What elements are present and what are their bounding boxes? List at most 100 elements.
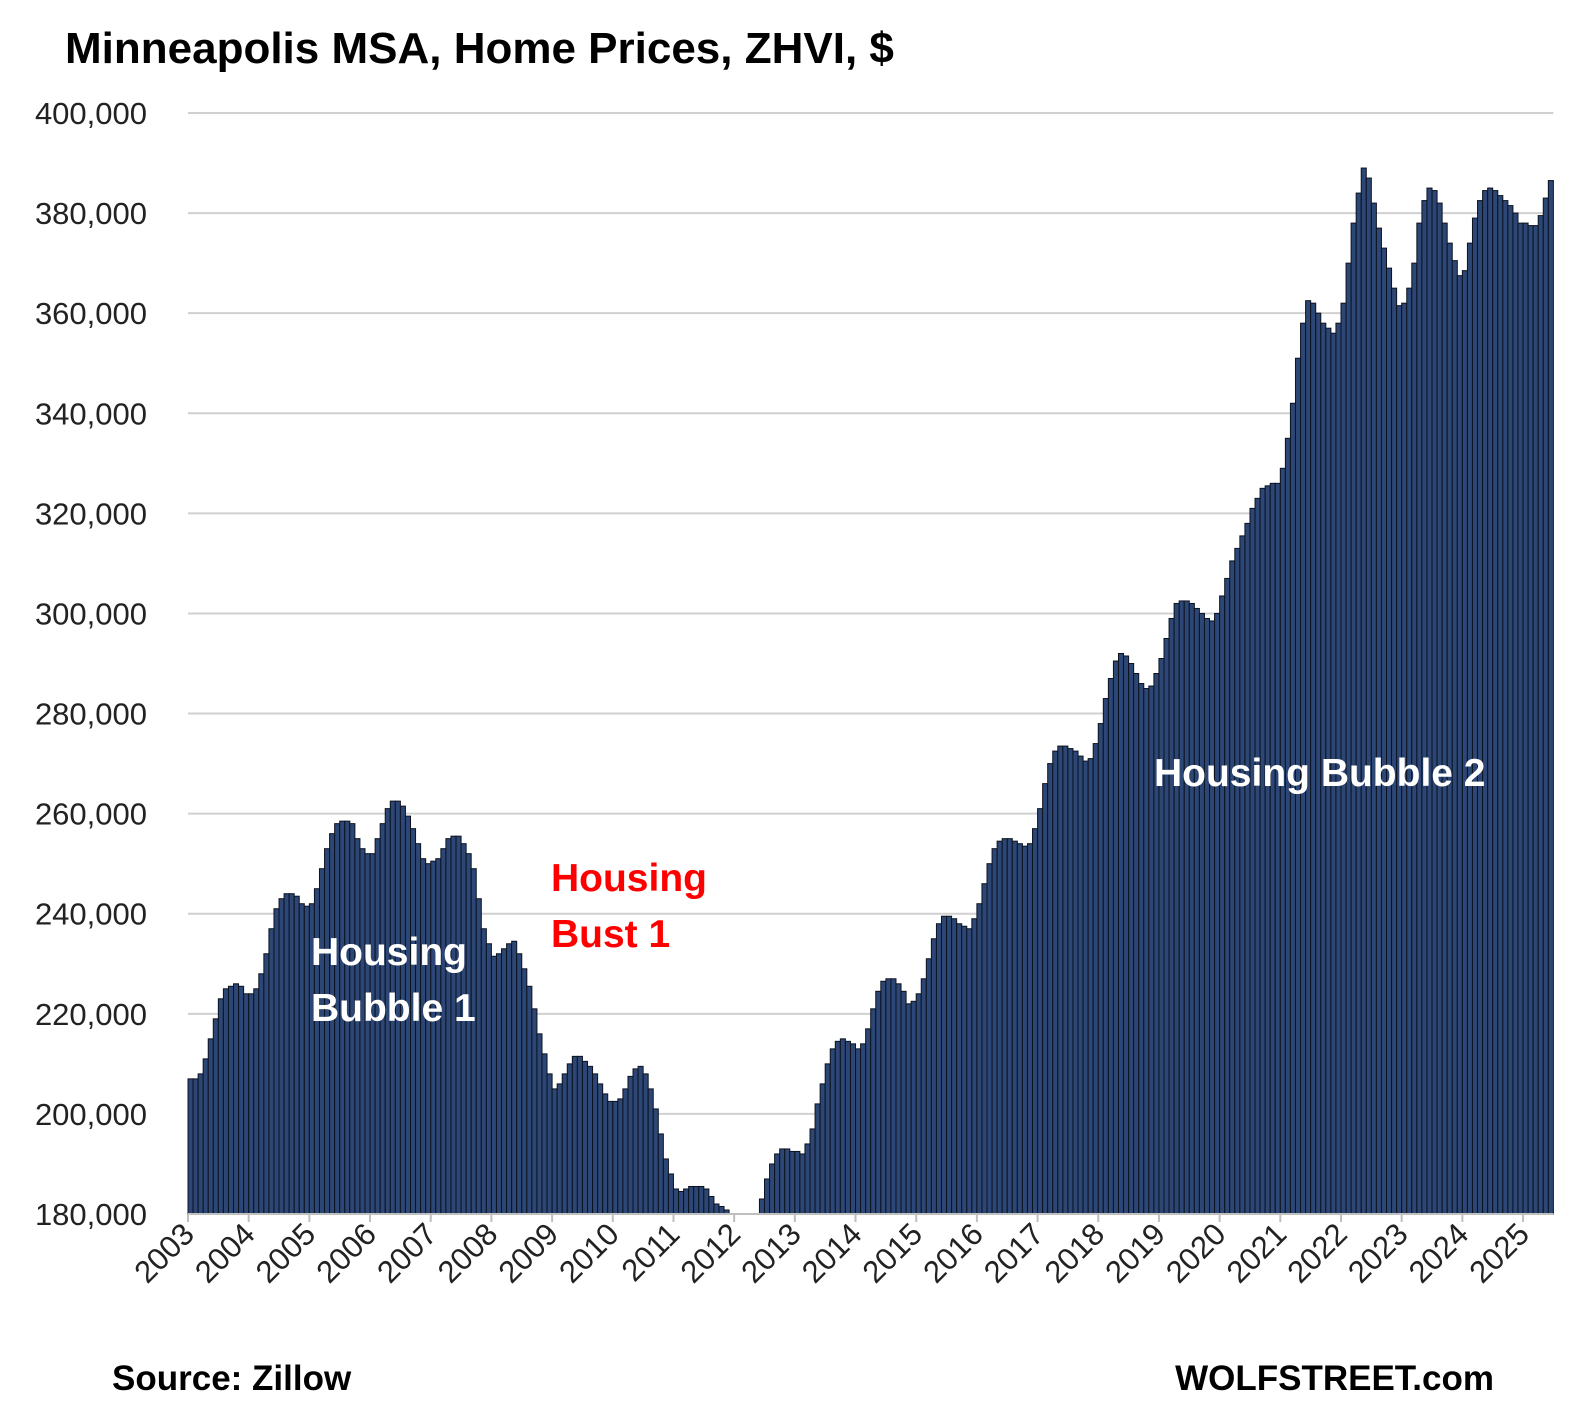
bar [546,1073,553,1215]
bar [860,1043,867,1215]
bar [1512,212,1519,1215]
bar [1183,600,1190,1215]
bar [956,923,963,1215]
x-tick-label: 2020 [1159,1216,1233,1290]
bar [531,1008,538,1215]
bar [1441,222,1448,1215]
credit: WOLFSTREET.com [1175,1359,1494,1398]
y-tick-label: 260,000 [35,797,147,832]
bar [870,1008,877,1215]
bar [799,1153,806,1215]
bar [526,985,533,1215]
bar [238,985,245,1215]
bar [1502,200,1509,1215]
x-tick-label: 2019 [1098,1216,1172,1290]
bar [779,1148,786,1215]
x-tick-label: 2008 [431,1216,505,1290]
bar [672,1188,680,1215]
bar [1279,467,1286,1215]
bar [1234,547,1241,1215]
bar [693,1185,700,1215]
x-tick-label: 2011 [615,1216,687,1288]
bar [1042,783,1049,1215]
bar [1345,262,1352,1215]
bar [197,1073,204,1215]
bar [1421,200,1428,1215]
x-tick-label: 2014 [795,1216,869,1290]
bar [1542,197,1549,1215]
bar [1107,678,1114,1215]
bar [1133,673,1140,1215]
bar [1380,247,1388,1215]
bar [774,1153,781,1215]
bar [1016,843,1023,1215]
bar [1138,683,1145,1215]
bar [324,848,331,1215]
x-tick-label: 2015 [856,1216,930,1290]
y-tick-label: 280,000 [35,697,147,732]
bar [511,940,518,1215]
bar [222,988,229,1215]
bar [784,1148,791,1215]
bar [986,863,993,1215]
bar [581,1060,589,1215]
annotation: Bubble 1 [311,987,476,1030]
bar [1158,657,1165,1215]
bar [688,1185,695,1215]
y-tick-label: 240,000 [35,897,147,932]
annotation: Bust 1 [551,913,670,956]
bar [632,1068,639,1215]
bar [501,948,508,1215]
bar [1375,227,1382,1215]
bar [556,1083,563,1215]
bar [1021,845,1028,1215]
bar [273,908,280,1215]
bar [946,915,953,1215]
bar [895,983,902,1215]
bar [718,1205,725,1215]
bar [187,1078,194,1215]
bar [490,955,497,1215]
bar [561,1073,568,1215]
bar [318,868,326,1215]
annotation: Housing Bubble 2 [1154,752,1486,795]
bar [465,853,472,1215]
bar [298,903,305,1215]
bar [587,1065,594,1215]
bar [425,863,432,1215]
bar [1269,482,1276,1215]
bar [1507,205,1514,1215]
bar [1289,402,1296,1215]
bar [890,978,897,1215]
bar [1037,808,1044,1215]
bar [495,953,503,1215]
bar [1532,225,1539,1215]
bar [1001,838,1008,1215]
x-tick-label: 2004 [188,1216,262,1290]
bar [1168,617,1175,1215]
bar [849,1043,857,1215]
x-tick-label: 2025 [1462,1216,1536,1290]
bar [485,943,492,1215]
bar [1082,760,1089,1215]
bar [900,990,907,1215]
bar [1112,660,1119,1215]
bar [915,993,922,1215]
bar [541,1053,548,1215]
bar [1451,260,1458,1215]
bar [940,915,948,1215]
bar [642,1073,649,1215]
y-tick-label: 320,000 [35,496,147,531]
x-tick-label: 2018 [1038,1216,1112,1290]
bar [1128,663,1135,1215]
bar [855,1048,862,1215]
bar [480,928,487,1215]
bar [1224,577,1231,1215]
bar [1026,843,1034,1215]
bar [435,858,442,1215]
bar [602,1093,609,1215]
bar [652,1108,659,1215]
x-tick-label: 2023 [1341,1216,1415,1290]
bar [369,853,376,1215]
bar [1032,828,1039,1215]
